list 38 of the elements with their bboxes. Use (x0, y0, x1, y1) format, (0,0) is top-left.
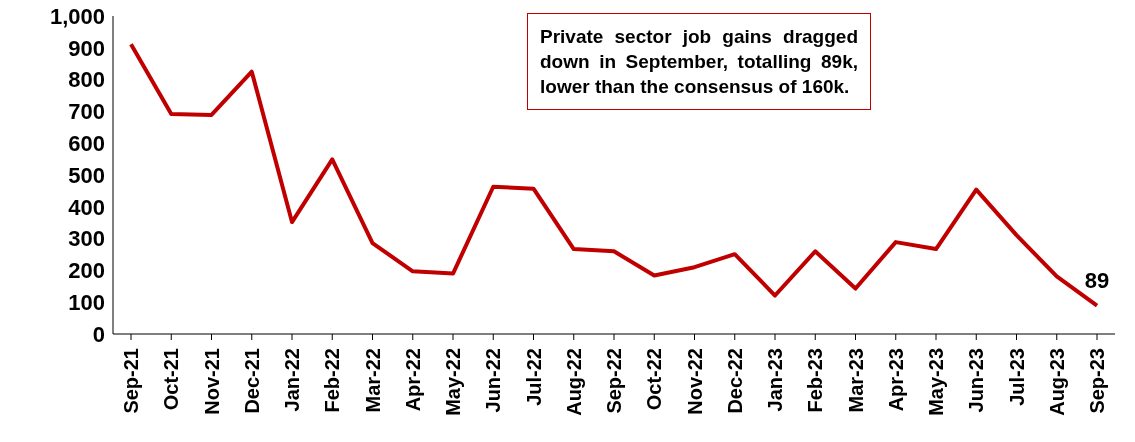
x-tick-label: Jul-22 (522, 348, 545, 406)
x-tick-label: May-23 (925, 348, 947, 416)
x-tick-label: Feb-23 (804, 348, 827, 413)
x-tick-label: Aug-23 (1045, 348, 1068, 416)
x-tick-label: May-22 (442, 348, 464, 416)
x-tick-label: Jun-23 (965, 348, 988, 413)
annotation: Private sector job gains dragged down in September, totalling 89k, lower than the consensus of 160k. (527, 13, 871, 110)
y-tick-label: 0 (92, 321, 105, 347)
x-tick-label: Mar-23 (844, 348, 867, 413)
x-tick-label: Nov-21 (200, 348, 223, 415)
x-tick-label: Feb-22 (321, 348, 344, 413)
x-tick-label: Aug-22 (562, 348, 585, 416)
y-tick-label: 200 (68, 258, 105, 284)
x-tick-label: Mar-22 (361, 348, 384, 413)
y-tick-label: 900 (68, 35, 105, 61)
x-tick-label: Sep-21 (120, 348, 142, 414)
y-tick-label: 300 (68, 226, 105, 252)
x-tick-label: Sep-22 (603, 348, 625, 414)
y-tick-label: 500 (68, 162, 105, 188)
y-tick-label: 400 (68, 194, 105, 220)
x-tick-label: Oct-21 (160, 348, 183, 411)
x-tick-label: Dec-21 (240, 348, 263, 414)
x-tick-label: Apr-22 (401, 348, 424, 412)
data-label: 89 (1084, 267, 1110, 293)
x-tick-label: Dec-22 (723, 348, 746, 414)
x-tick-label: Jun-22 (482, 348, 505, 413)
x-tick-label: Jul-23 (1005, 348, 1028, 406)
y-tick-label: 1,000 (49, 3, 105, 29)
x-tick-label: Nov-22 (683, 348, 706, 415)
y-tick-label: 700 (68, 99, 105, 125)
x-tick-label: Apr-23 (884, 348, 907, 412)
x-tick-label: Oct-22 (643, 348, 666, 411)
y-tick-label: 600 (68, 131, 105, 157)
x-tick-label: Sep-23 (1086, 348, 1108, 414)
y-tick-label: 800 (68, 67, 105, 93)
y-tick-label: 100 (68, 290, 105, 316)
x-tick-label: Jan-23 (764, 348, 786, 412)
x-tick-label: Jan-22 (281, 348, 303, 412)
